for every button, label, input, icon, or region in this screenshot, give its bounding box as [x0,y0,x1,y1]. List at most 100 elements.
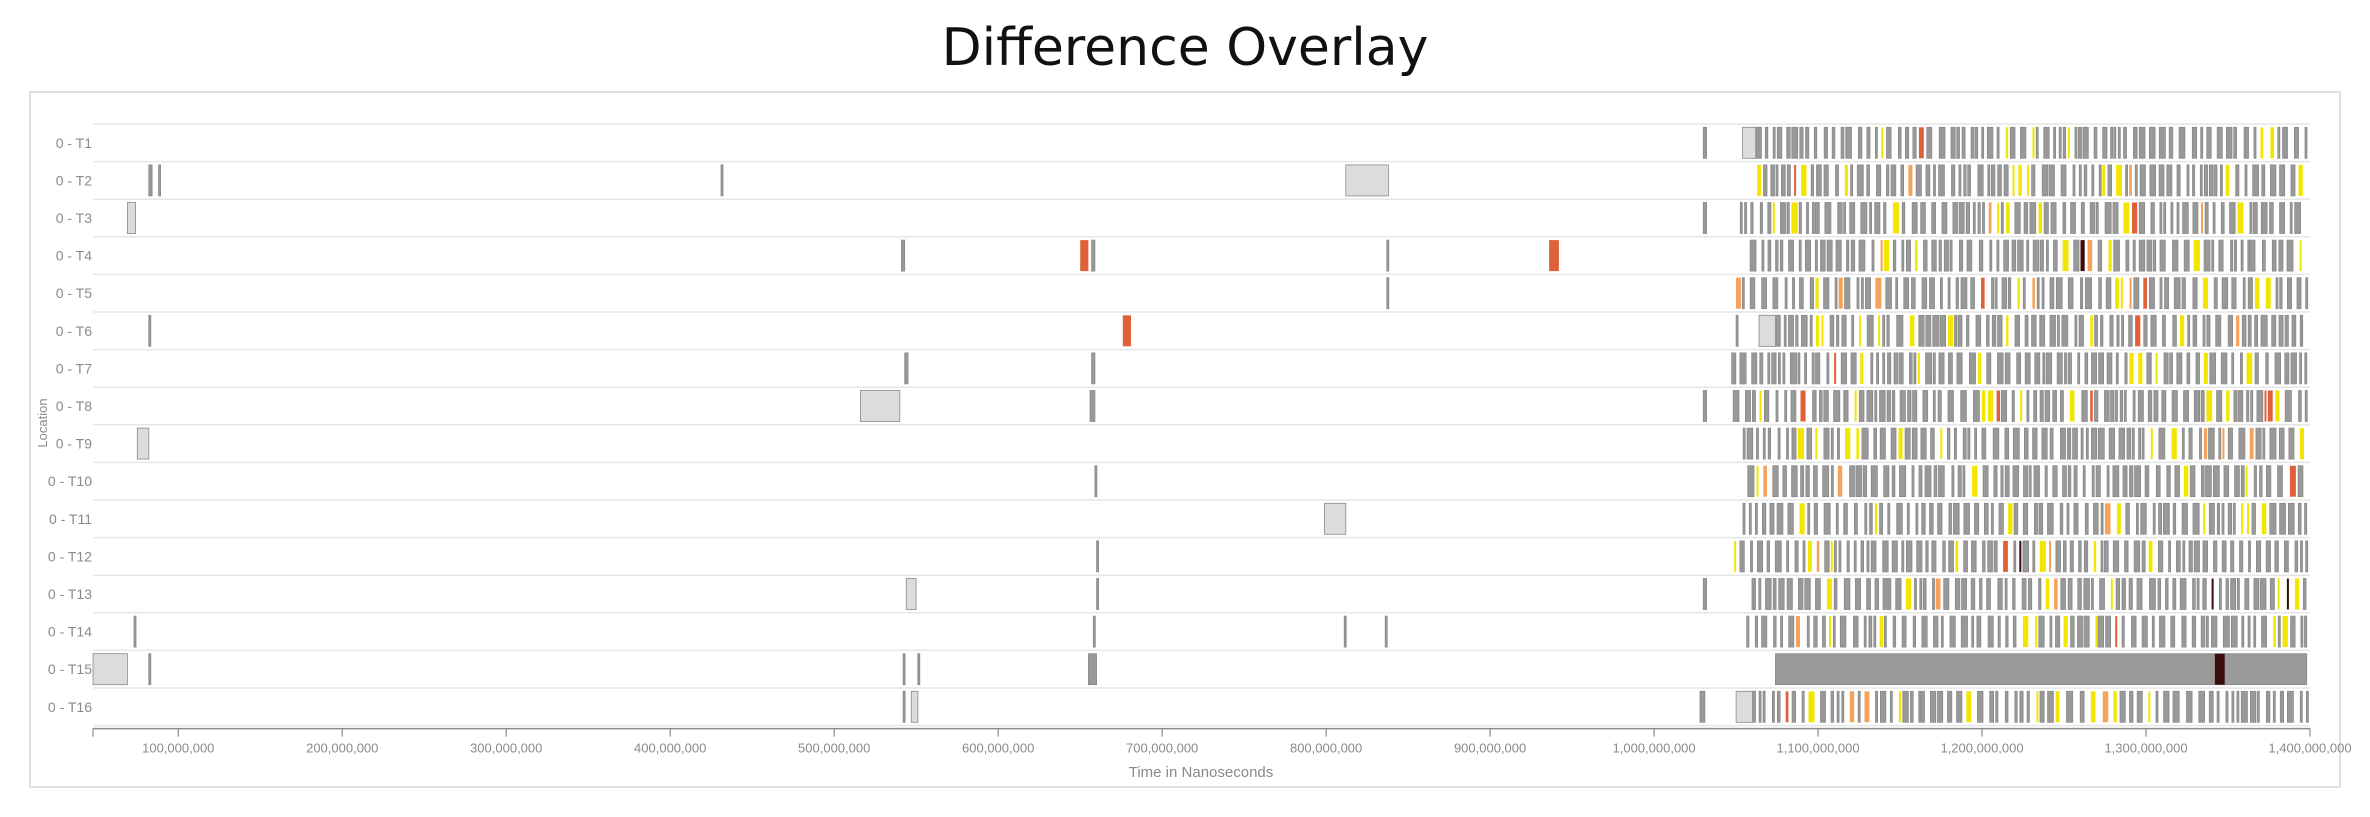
event-bar [1776,126,1783,159]
event-bar [1947,277,1951,310]
event-bar [2261,615,2268,648]
event-bar [2253,615,2257,648]
row-label: 0 - T9 [56,436,93,452]
row-label: 0 - T15 [48,661,92,677]
event-bar [1994,277,1998,310]
event-bar [2273,616,2276,648]
event-bar [2004,352,2011,385]
event-bar [1823,164,1829,197]
event-bar [1749,277,1756,310]
event-bar [2176,202,2180,234]
event-bar [1791,126,1799,159]
event-bar [1973,390,1980,422]
event-bar [2163,690,2170,723]
event-bar [1859,315,1861,347]
event-bar [2026,690,2030,723]
event-bar [1702,578,1708,610]
event-bar [2062,465,2067,498]
event-bar [1954,578,1961,610]
event-bar [1849,202,1856,234]
event-bar [2290,352,2297,385]
event-bar [2128,314,2133,347]
event-bar [2298,390,2302,422]
event-bar [1971,540,1977,573]
event-bar [1811,352,1815,385]
event-bar [1838,277,1843,309]
event-bar [1925,352,1933,385]
event-bar [1844,277,1851,310]
event-bar [1798,202,1802,234]
event-bar [2241,503,2244,535]
event-bar [1860,352,1864,384]
event-bar [1840,352,1847,385]
event-bar [2077,352,2081,385]
event-bar [1747,465,1755,498]
event-bar [1991,164,1996,197]
event-bar [1791,427,1797,460]
event-bar [1749,239,1757,272]
event-bar [1938,352,1945,385]
event-bar [1932,390,1936,422]
event-bar [2229,202,2236,234]
event-bar [2279,502,2286,535]
event-bar [2212,465,2220,498]
event-bar [2003,540,2008,572]
event-bar [1761,277,1767,310]
event-bar [1942,540,1946,573]
event-bar [1866,164,1870,197]
event-bar [2124,540,2129,573]
event-bar [1991,277,1995,310]
event-bar [1778,352,1781,385]
event-bar [1804,352,1807,385]
event-bar [1913,352,1917,385]
event-bar [2115,277,2119,309]
event-bar [2204,428,2208,460]
event-bar [2192,502,2200,535]
event-bar [1977,690,1984,723]
event-bar [2049,540,2052,572]
event-bar [1788,615,1795,648]
event-bar [1823,427,1830,460]
event-bar [1089,390,1096,422]
event-bar [2269,502,2277,535]
event-bar [1921,502,1926,535]
event-bar [1846,540,1850,573]
event-bar [2284,352,2290,385]
event-bar [2016,352,2021,385]
event-bar [1739,540,1745,573]
x-tick-label: 1,100,000,000 [1776,741,1859,756]
event-bar [1815,202,1820,234]
event-bar [2045,352,2053,385]
event-bar [1757,164,1762,196]
event-bar [1982,465,1989,498]
event-bar [2163,202,2167,234]
event-bar [2230,540,2235,573]
event-bar [1800,465,1805,498]
event-bar [1891,540,1898,573]
event-bar [1866,578,1871,610]
event-bar [1977,164,1984,197]
event-bar [2166,465,2171,498]
event-bar [2136,578,2143,610]
event-bar [2283,540,2289,573]
event-bar [2089,202,2096,234]
event-bar [2049,277,2055,310]
event-bar [2018,164,2022,196]
event-bar [1780,615,1783,648]
row-label: 0 - T1 [56,135,93,151]
event-bar [1756,427,1759,460]
event-bar [1886,390,1891,422]
event-bar [1864,502,1868,535]
event-bar [2282,126,2288,159]
event-bar [2284,390,2292,422]
event-bar [1759,202,1763,234]
event-bar [2150,314,2157,347]
event-bar [1891,390,1896,422]
event-bar [2225,164,2230,196]
event-bar [2079,690,2085,723]
event-bar [2218,427,2222,460]
event-bar [901,239,906,272]
event-bar [2067,127,2070,159]
event-bar [2250,239,2256,272]
event-bar [1984,502,1989,535]
